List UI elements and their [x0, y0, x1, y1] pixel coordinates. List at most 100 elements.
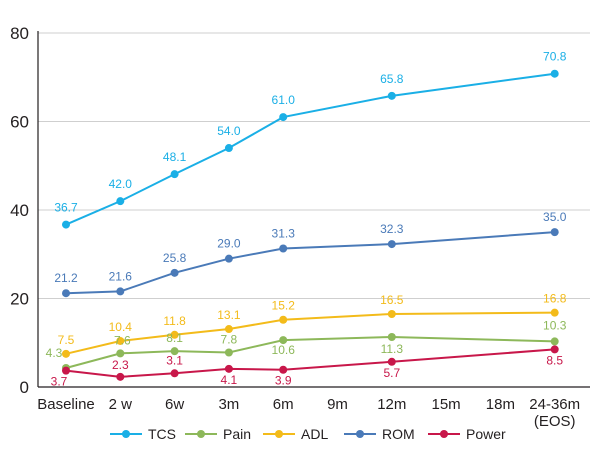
series-line-adl	[65, 311, 555, 355]
data-point-pain	[387, 332, 396, 341]
data-label-pain: 10.6	[272, 343, 296, 357]
x-tick-label: 2 w	[109, 396, 133, 413]
x-tick-label-line: 15m	[432, 396, 461, 413]
x-tick-label: 12m	[377, 396, 406, 413]
x-tick-label: 6m	[273, 396, 294, 413]
data-label-adl: 15.2	[272, 299, 296, 313]
data-label-power: 5.7	[383, 366, 400, 380]
data-point-tcs	[116, 197, 125, 206]
x-tick-label: 6w	[165, 396, 184, 413]
data-label-power: 2.3	[112, 358, 129, 372]
x-tick-label: Baseline	[37, 396, 95, 413]
data-point-power	[387, 357, 396, 366]
data-label-adl: 13.1	[217, 308, 241, 322]
y-tick-label: 60	[10, 113, 29, 132]
data-point-rom	[387, 240, 396, 249]
series-line-tcs	[65, 72, 555, 226]
x-tick-label: 24-36m (EOS)	[529, 396, 580, 430]
data-label-pain: 4.3	[46, 346, 63, 360]
data-label-rom: 21.6	[109, 269, 133, 283]
data-point-adl	[387, 309, 396, 318]
data-label-adl: 7.5	[58, 333, 75, 347]
data-label-tcs: 42.0	[109, 177, 133, 191]
data-point-rom	[116, 287, 125, 296]
data-label-tcs: 36.7	[54, 201, 78, 215]
data-label-adl: 16.5	[380, 293, 404, 307]
x-axis-ticks: Baseline 2 w 6w 3m 6m 9m 12m 15m 18m 24-36m (EOS)	[37, 396, 580, 430]
axes	[37, 31, 590, 388]
data-point-tcs	[387, 91, 396, 100]
data-point-tcs	[62, 220, 70, 229]
series-line-rom	[65, 231, 555, 295]
y-axis-ticks: 0 20 40 60 80	[10, 24, 29, 397]
data-point-adl	[279, 315, 288, 324]
data-point-pain	[550, 337, 559, 346]
data-point-power	[62, 366, 70, 375]
data-point-rom	[170, 268, 179, 277]
data-point-power	[116, 372, 125, 381]
data-label-pain: 10.3	[543, 318, 567, 332]
data-label-pain: 11.3	[381, 342, 404, 356]
legend-marker-power	[440, 430, 448, 438]
data-point-adl	[550, 308, 559, 317]
x-tick-label-line: 18m	[486, 396, 515, 413]
data-point-tcs	[279, 113, 288, 122]
x-tick-label-line: 6w	[165, 396, 184, 413]
data-label-power: 3.1	[166, 353, 183, 367]
x-tick-label-line: 3m	[218, 396, 239, 413]
data-point-rom	[279, 244, 288, 253]
legend-label-pain: Pain	[223, 426, 251, 442]
legend-label-tcs: TCS	[148, 426, 176, 442]
data-point-pain	[116, 349, 125, 358]
data-point-tcs	[224, 144, 233, 153]
legend-label-rom: ROM	[382, 426, 415, 442]
data-label-rom: 29.0	[217, 237, 241, 251]
data-point-power	[170, 369, 179, 378]
data-point-power	[550, 345, 559, 354]
data-label-rom: 25.8	[163, 251, 187, 265]
x-tick-label: 9m	[327, 396, 348, 413]
data-point-pain	[170, 347, 179, 356]
data-label-adl: 11.8	[163, 314, 186, 328]
y-tick-label: 0	[20, 378, 29, 397]
data-point-rom	[62, 289, 70, 298]
legend-marker-adl	[275, 430, 283, 438]
data-point-adl	[62, 349, 70, 358]
x-tick-label-line: (EOS)	[534, 413, 576, 430]
x-tick-label-line: 2 w	[109, 396, 133, 413]
data-label-power: 3.9	[275, 374, 292, 388]
x-tick-label: 18m	[486, 396, 515, 413]
x-tick-label: 15m	[432, 396, 461, 413]
legend-label-power: Power	[466, 426, 506, 442]
series-points	[62, 69, 559, 381]
data-label-tcs: 70.8	[543, 50, 567, 64]
data-labels: 36.7 42.0 48.1 54.0 61.0 65.8 70.8 4.3 7.6 8.1 7.8…	[46, 50, 567, 389]
data-label-pain: 8.1	[166, 331, 183, 345]
data-label-pain: 7.8	[221, 332, 238, 346]
legend-marker-tcs	[122, 430, 130, 438]
data-point-rom	[550, 228, 559, 237]
x-tick-label: 3m	[218, 396, 239, 413]
data-label-power: 4.1	[221, 373, 238, 387]
data-point-adl	[116, 336, 125, 345]
data-label-power: 3.7	[51, 375, 68, 389]
x-tick-label-line: 24-36m	[529, 396, 580, 413]
data-point-pain	[224, 348, 233, 357]
data-point-tcs	[550, 69, 559, 78]
data-label-rom: 32.3	[380, 222, 404, 236]
data-point-pain	[279, 336, 288, 345]
data-label-adl: 10.4	[109, 320, 133, 334]
data-label-tcs: 65.8	[380, 72, 404, 86]
x-tick-label-line: 12m	[377, 396, 406, 413]
gridlines	[38, 32, 590, 299]
data-point-adl	[170, 330, 179, 339]
data-point-power	[279, 365, 288, 374]
x-tick-label-line: 6m	[273, 396, 294, 413]
data-label-tcs: 48.1	[163, 150, 187, 164]
data-point-rom	[224, 254, 233, 263]
data-label-tcs: 54.0	[217, 124, 241, 138]
x-tick-label-line: 9m	[327, 396, 348, 413]
data-label-rom: 21.2	[54, 271, 78, 285]
data-point-power	[224, 364, 233, 373]
